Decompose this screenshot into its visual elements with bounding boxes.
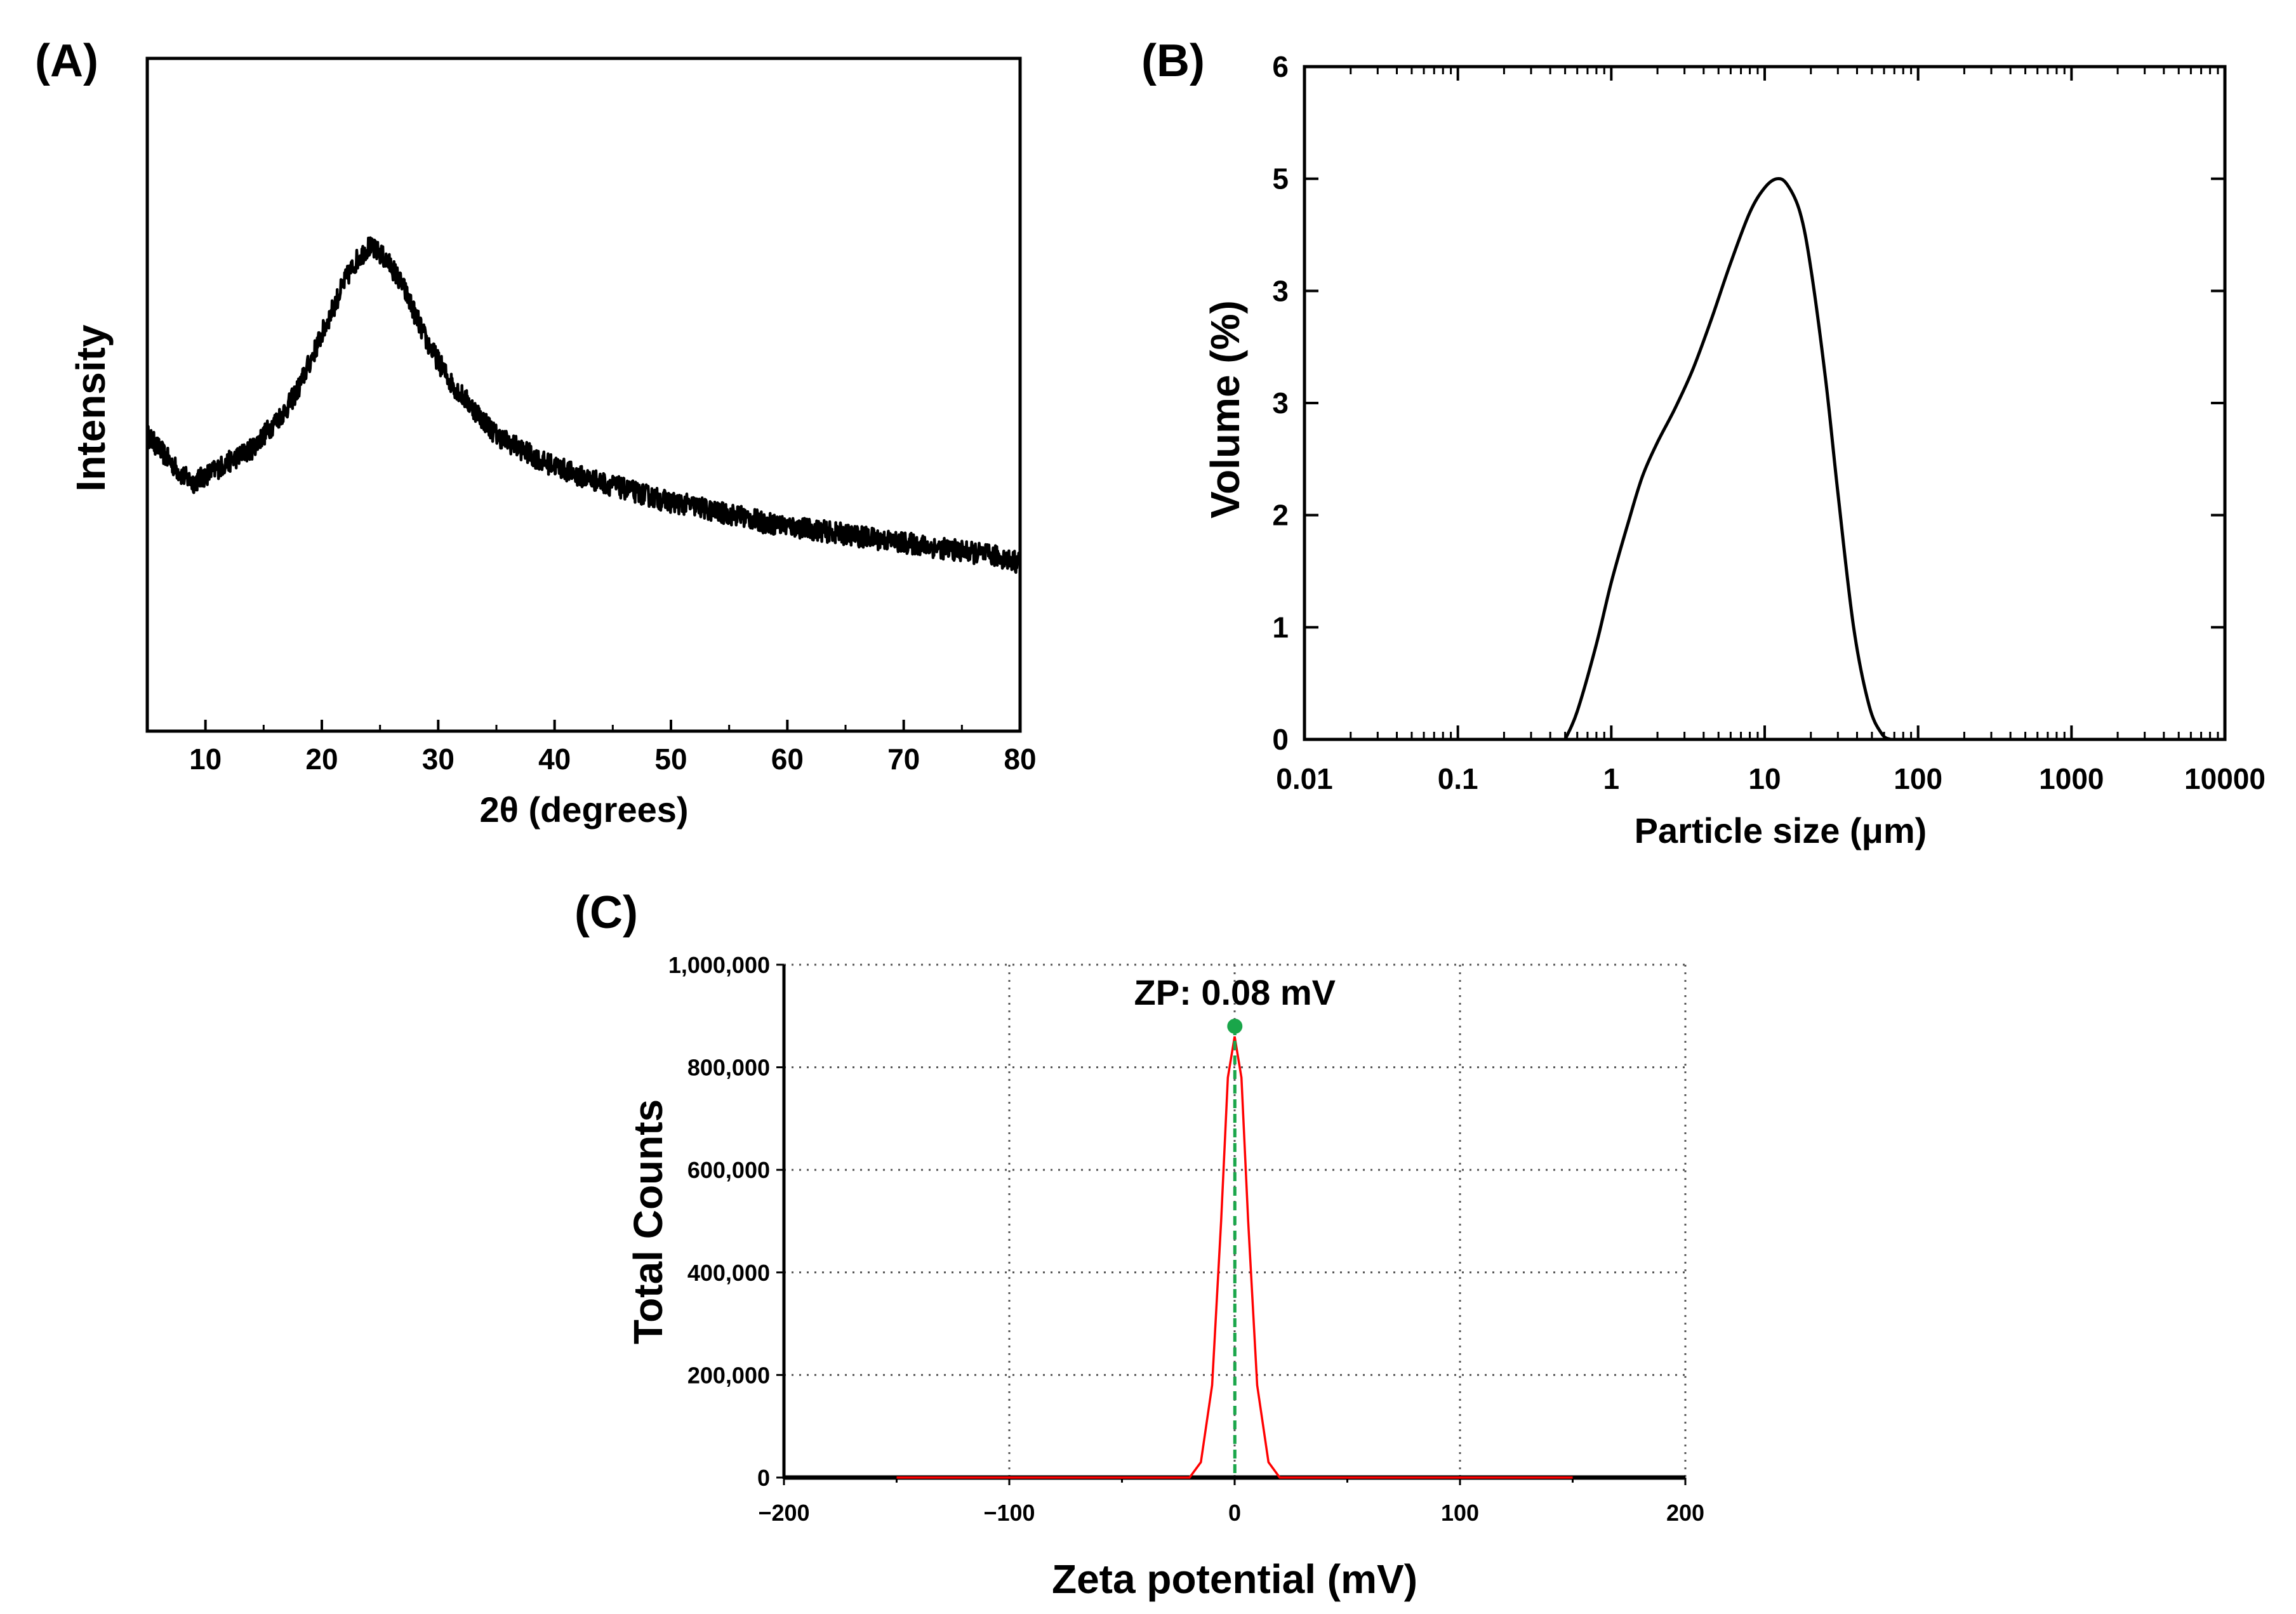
panel-c-series-line (896, 1036, 1573, 1479)
panel-label-c: (C) (574, 887, 638, 938)
panel-a-xtick-label: 40 (538, 743, 571, 776)
panel-c-zeta: −200 −100 0 100 200 0 200,000 400,000 600,000 800… (625, 952, 1704, 1602)
panel-a-series-line (145, 236, 1022, 574)
panel-a-xtick-label: 10 (189, 743, 222, 776)
panel-b-ytick-label: 5 (1272, 162, 1289, 195)
panel-b-xtick-label: 100 (1894, 762, 1942, 795)
panel-c-ytick-label: 0 (757, 1465, 770, 1491)
panel-c-ytick-label: 1,000,000 (668, 952, 770, 978)
panel-b-frame (1303, 65, 2227, 741)
panel-a-xrd: 10 20 30 40 50 60 70 80 2θ (degrees) Intensity (68, 56, 1037, 830)
panel-b-xtick-label: 0.01 (1276, 762, 1333, 795)
panel-b-ytick-label: 2 (1272, 499, 1289, 532)
panel-b-ytick-label: 0 (1272, 723, 1289, 756)
panel-c-xlabel: Zeta potential (mV) (1052, 1556, 1417, 1602)
panel-a-ylabel: Intensity (68, 324, 114, 492)
panel-label-b: (B) (1141, 36, 1205, 86)
panel-c-ytick-label: 800,000 (687, 1055, 770, 1081)
panel-c-ytick-label: 200,000 (687, 1362, 770, 1388)
panel-c-xtick-label: 100 (1441, 1500, 1479, 1526)
panel-c-ylabel: Total Counts (625, 1099, 671, 1344)
panel-c-ytick-label: 400,000 (687, 1260, 770, 1286)
panel-a-xtick-label: 80 (1004, 743, 1036, 776)
panel-b-psd: 0.01 0.1 1 10 100 1000 10000 0 1 2 3 3 5 6 Particle s… (1202, 50, 2266, 850)
panel-b-xtick-label: 1000 (2039, 762, 2104, 795)
panel-a-xtick-label: 50 (654, 743, 687, 776)
panel-c-zp-annotation: ZP: 0.08 mV (1134, 972, 1336, 1012)
panel-c-xtick-label: −200 (758, 1500, 809, 1526)
panel-a-xtick-label: 30 (422, 743, 455, 776)
panel-b-xtick-label: 1 (1603, 762, 1620, 795)
panel-b-xtick-label: 0.1 (1438, 762, 1478, 795)
panel-b-ytick-label: 6 (1272, 50, 1289, 83)
panel-a-xlabel: 2θ (degrees) (479, 790, 688, 830)
panel-b-xtick-label: 10000 (2184, 762, 2266, 795)
panel-c-ytick-label: 600,000 (687, 1157, 770, 1183)
panel-b-ylabel: Volume (%) (1202, 300, 1248, 519)
panel-c-xtick-label: 0 (1228, 1500, 1241, 1526)
panel-b-series-line (1563, 176, 1892, 741)
panel-a-xtick-label: 70 (887, 743, 920, 776)
panel-label-a: (A) (35, 36, 98, 86)
panel-a-xtick-label: 60 (771, 743, 804, 776)
panel-b-xtick-label: 10 (1748, 762, 1781, 795)
panel-b-xlabel: Particle size (μm) (1635, 810, 1927, 850)
panel-b-ytick-label: 3 (1272, 274, 1289, 307)
panel-c-xtick-label: 200 (1666, 1500, 1704, 1526)
panel-a-frame (145, 56, 1022, 733)
panel-a-xtick-label: 20 (305, 743, 338, 776)
panel-c-zp-marker-dot (1227, 1018, 1243, 1034)
panel-c-xtick-label: −100 (983, 1500, 1035, 1526)
panel-b-ytick-label: 3 (1272, 387, 1289, 420)
panel-b-ytick-label: 1 (1272, 611, 1289, 644)
